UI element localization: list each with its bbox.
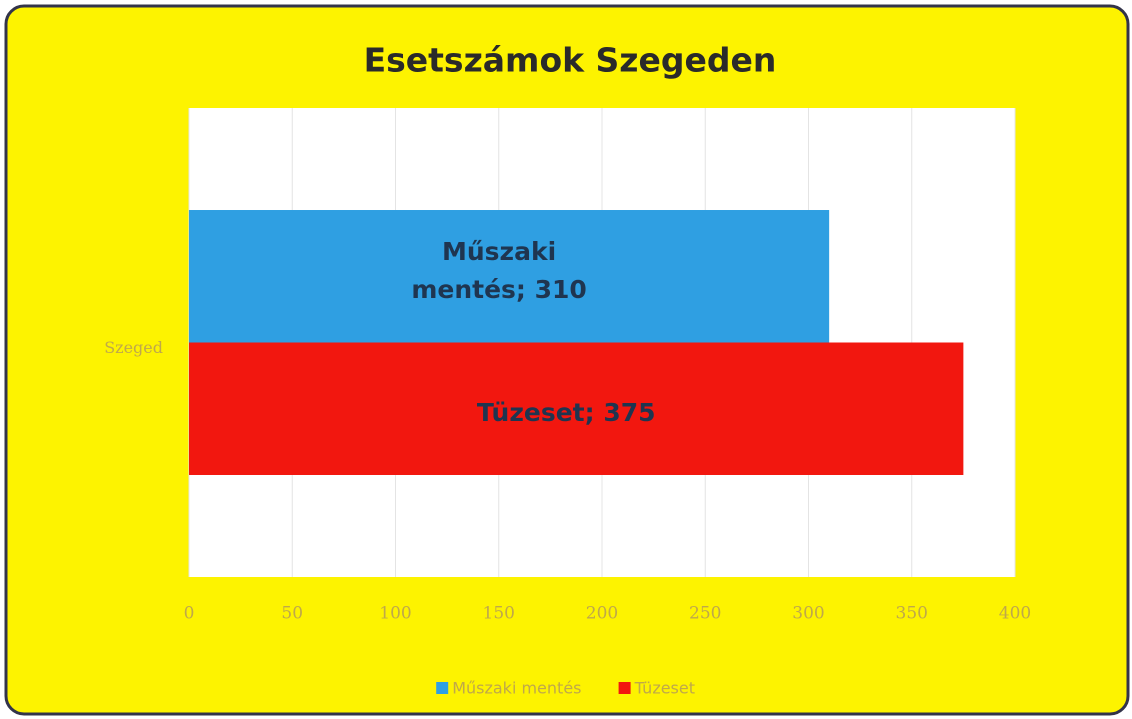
legend-label: Műszaki mentés [452, 679, 581, 698]
y-tick-label: Szeged [104, 338, 163, 357]
x-tick-label: 100 [379, 604, 411, 624]
bar [189, 210, 830, 343]
chart-title: Esetszámok Szegeden [364, 41, 777, 80]
x-tick-label: 0 [184, 604, 195, 624]
x-tick-label: 400 [999, 604, 1031, 624]
legend-swatch [436, 682, 449, 694]
bar [189, 342, 964, 475]
data-label: Műszaki mentés; 310 [411, 237, 587, 305]
x-tick-label: 200 [586, 604, 618, 624]
legend-label: Tüzeset [634, 679, 695, 698]
x-tick-label: 150 [483, 604, 515, 624]
x-tick-label: 350 [896, 604, 928, 624]
data-label: Tüzeset; 375 [476, 397, 656, 427]
x-tick-label: 300 [792, 604, 824, 624]
legend-swatch [618, 682, 631, 694]
x-tick-label: 250 [689, 604, 721, 624]
x-tick-label: 50 [281, 604, 303, 624]
